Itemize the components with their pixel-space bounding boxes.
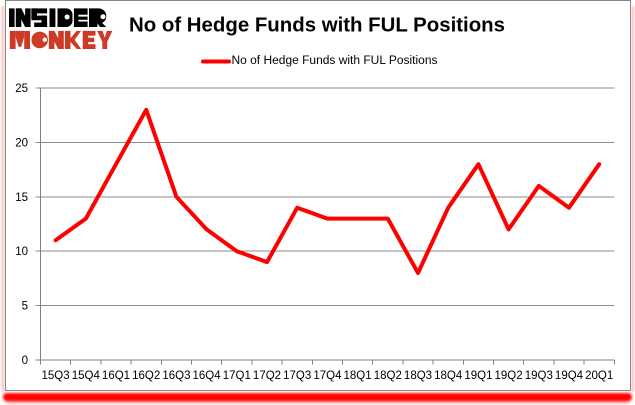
svg-text:No of Hedge Funds with FUL Pos: No of Hedge Funds with FUL Positions xyxy=(129,15,505,37)
svg-text:No of Hedge Funds with FUL Pos: No of Hedge Funds with FUL Positions xyxy=(232,55,438,67)
svg-text:18Q4: 18Q4 xyxy=(434,370,463,382)
svg-text:10: 10 xyxy=(15,246,28,258)
svg-text:17Q4: 17Q4 xyxy=(313,370,342,382)
svg-text:15Q3: 15Q3 xyxy=(42,370,70,382)
svg-text:20: 20 xyxy=(15,137,28,149)
svg-text:18Q2: 18Q2 xyxy=(374,370,402,382)
svg-text:25: 25 xyxy=(15,83,28,95)
svg-text:19Q4: 19Q4 xyxy=(555,370,584,382)
svg-text:17Q2: 17Q2 xyxy=(253,370,281,382)
svg-text:16Q4: 16Q4 xyxy=(193,370,222,382)
svg-text:19Q1: 19Q1 xyxy=(464,370,492,382)
svg-text:0: 0 xyxy=(22,355,28,367)
svg-text:18Q3: 18Q3 xyxy=(404,370,432,382)
svg-text:16Q1: 16Q1 xyxy=(102,370,130,382)
svg-text:19Q3: 19Q3 xyxy=(525,370,553,382)
svg-text:20Q1: 20Q1 xyxy=(585,370,613,382)
svg-text:17Q1: 17Q1 xyxy=(223,370,251,382)
svg-text:16Q2: 16Q2 xyxy=(132,370,160,382)
svg-text:17Q3: 17Q3 xyxy=(283,370,311,382)
svg-text:16Q3: 16Q3 xyxy=(162,370,190,382)
svg-text:5: 5 xyxy=(22,301,28,313)
svg-text:15: 15 xyxy=(15,192,28,204)
svg-text:18Q1: 18Q1 xyxy=(344,370,372,382)
svg-text:19Q2: 19Q2 xyxy=(495,370,523,382)
svg-text:15Q4: 15Q4 xyxy=(72,370,101,382)
